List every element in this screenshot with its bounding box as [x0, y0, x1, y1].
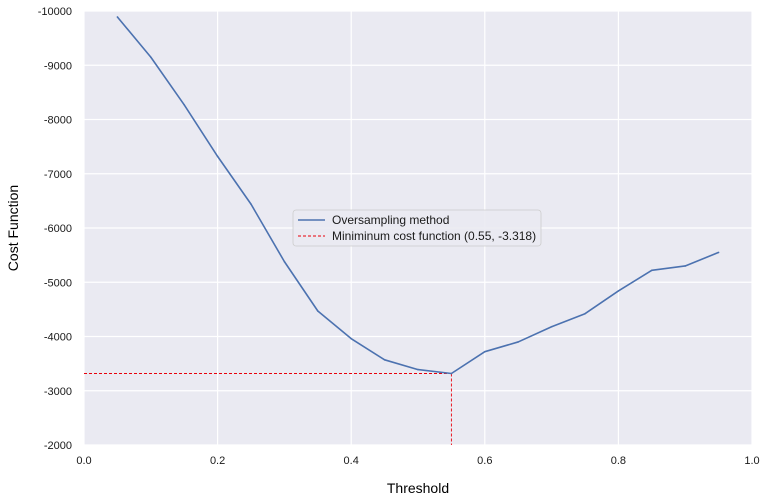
data-point: [617, 290, 620, 292]
x-tick-label: 0.4: [344, 455, 359, 467]
data-point: [417, 368, 419, 371]
x-axis-label: Threshold: [387, 480, 449, 496]
legend-box: [292, 209, 542, 247]
x-tick-label: 0.6: [477, 455, 492, 467]
data-point: [317, 310, 319, 312]
data-point: [216, 155, 219, 158]
legend-label-minimum: Miniminum cost function (0.55, -3.318): [332, 229, 536, 243]
x-tick-label: 1.0: [744, 455, 759, 467]
x-tick-label: 0.2: [210, 455, 225, 467]
y-tick-label: -9000: [44, 60, 72, 72]
legend-label-oversampling: Oversampling method: [332, 213, 449, 227]
data-point: [183, 104, 185, 106]
data-point: [651, 269, 653, 272]
data-point: [484, 350, 486, 353]
y-tick-label: -2000: [44, 440, 72, 452]
legend: Oversampling method Miniminum cost funct…: [292, 209, 542, 247]
data-point: [584, 312, 586, 315]
data-point: [517, 341, 519, 343]
x-tick-labels: 0.0 0.2 0.4 0.6 0.8 1.0: [76, 455, 759, 467]
y-axis-label: Cost Function: [5, 185, 21, 271]
y-tick-label: -10000: [38, 6, 72, 18]
data-point: [550, 325, 553, 328]
data-point: [283, 260, 286, 263]
data-point: [250, 203, 252, 205]
y-tick-label: -7000: [44, 169, 72, 181]
data-point: [684, 265, 686, 267]
data-point: [450, 372, 453, 375]
y-tick-label: -6000: [44, 223, 72, 235]
minimum-annotation: [84, 373, 452, 445]
x-tick-label: 0.0: [76, 455, 91, 467]
y-tick-label: -3000: [44, 386, 72, 398]
data-point: [150, 56, 152, 58]
data-point: [350, 337, 353, 340]
y-tick-label: -5000: [44, 277, 72, 289]
x-tick-label: 0.8: [611, 455, 626, 467]
data-point: [717, 251, 720, 254]
series-group: [116, 16, 720, 375]
y-tick-label: -8000: [44, 115, 72, 127]
data-point: [116, 16, 119, 18]
y-tick-label: -4000: [44, 332, 72, 344]
data-point: [383, 359, 386, 361]
y-tick-labels: -10000 -9000 -8000 -7000 -6000 -5000 -4000 -300…: [38, 6, 72, 452]
